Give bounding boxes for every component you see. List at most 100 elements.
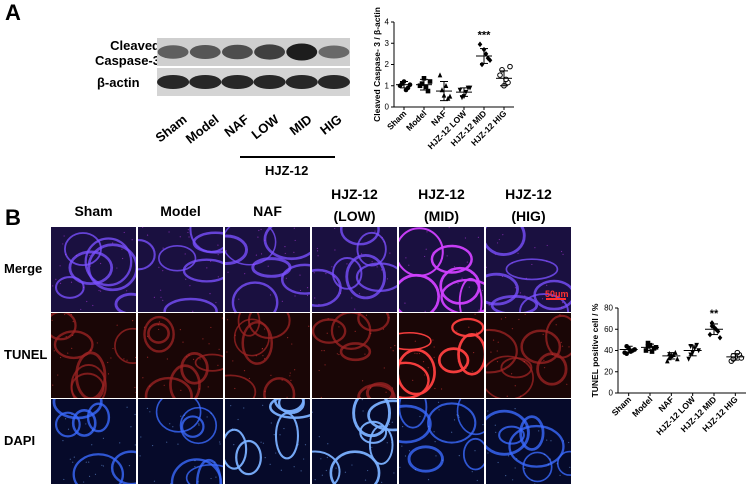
cleaved-label-line1: Cleaved [110,38,160,53]
cleaved-band-background [157,38,350,66]
actin-band-hig [317,75,350,89]
micrograph-tunel [399,313,484,398]
y-axis-label: Cleaved Caspase- 3 / β-actin [372,7,382,122]
row-label-merge: Merge [4,261,43,276]
y-tick-label: 80 [604,304,613,313]
cleaved-band-mid [286,43,318,61]
hjz12-bracket-line [240,156,335,158]
micrograph-tunel [225,313,310,398]
actin-band-model [189,75,222,89]
micrograph-dapi [51,399,136,484]
cleaved-band-model [189,45,221,59]
y-axis-label: TUNEL positive cell / % [590,303,600,397]
cleaved-label-line2: Caspase-3 [94,53,160,68]
y-tick-label: 3 [385,39,390,48]
y-tick-label: 4 [385,18,390,27]
cleaved-caspase-label: Cleaved Caspase-3 [80,38,160,68]
y-tick-label: 0 [609,389,614,398]
data-point [447,93,453,99]
micrograph-merge [138,227,223,312]
data-point [645,340,651,346]
micrograph-merge [51,227,136,312]
significance-marker: ** [710,308,719,320]
micrograph-tunel [138,313,223,398]
data-point [665,358,670,364]
data-point [425,88,431,94]
cleaved-band-sham [157,45,189,59]
column-header-line1: HJZ-12 [418,186,465,202]
data-point [437,72,443,78]
column-header-line2: (LOW) [333,208,376,224]
lane-label-sham: Sham [152,111,190,146]
column-header: Model [133,200,228,222]
data-point [487,57,493,64]
data-point [497,72,503,78]
data-point [507,63,513,70]
series-hjz-12-low [686,342,701,362]
actin-band-sham [157,75,190,89]
chart-b: 0 20 40 60 80 TUNEL positive cell / % ShamMode… [590,303,746,437]
data-point [667,350,672,356]
y-tick-label: 1 [385,81,390,90]
micrograph-dapi [138,399,223,484]
hjz12-group-label: HJZ-12 [265,163,309,178]
data-point [645,343,651,349]
y-tick-label: 60 [604,325,613,334]
y-tick-label: 20 [604,367,613,376]
column-header: NAF [220,200,315,222]
data-point [421,76,427,81]
actin-label: β-actin [97,75,140,90]
data-point [692,346,697,352]
cleaved-band-naf [221,44,253,60]
data-point [467,85,473,91]
data-point [686,356,691,362]
data-point [427,79,433,84]
data-point [423,84,429,90]
column-header: Sham [46,200,141,222]
row-label-tunel: TUNEL [4,347,48,362]
micrograph-merge [399,227,484,312]
column-header: HJZ-12 (MID) [394,183,489,227]
micrograph-tunel [312,313,397,398]
significance-marker: *** [478,29,492,41]
data-point [675,356,680,362]
series-hjz-12-mid [707,320,723,341]
data-point [717,334,723,341]
micrograph-merge [225,227,310,312]
micrograph-dapi [399,399,484,484]
micrograph-dapi [225,399,310,484]
column-header: HJZ-12 (LOW) [307,183,402,227]
actin-band-mid [285,75,318,89]
column-header: HJZ-12 (HIG) [481,183,576,227]
data-point [483,51,489,57]
y-tick-label: 2 [385,60,390,69]
actin-band-naf [221,75,254,89]
series-naf [665,349,680,364]
x-category-label: Sham [610,394,634,418]
data-point [403,87,409,93]
micrograph-dapi [312,399,397,484]
series-hjz-12-hig [497,63,513,89]
series-model [417,76,433,94]
cleaved-band-low [254,44,286,60]
micrograph-merge [486,227,571,312]
series-naf [437,72,453,101]
micrograph-tunel [51,313,136,398]
data-point [649,349,655,354]
data-point [443,82,449,89]
micrograph-merge [312,227,397,312]
western-blot [157,38,350,96]
column-header-line1: Model [160,203,201,219]
row-label-dapi: DAPI [4,433,36,448]
data-point [738,355,745,361]
micrograph-dapi [486,399,571,484]
column-header-line1: HJZ-12 [505,186,552,202]
cleaved-band-hig [318,45,350,59]
scale-bar-label: 50μm [545,289,569,299]
panel-b-letter: B [5,205,21,230]
column-header-line1: HJZ-12 [331,186,378,202]
data-point [419,81,425,86]
column-header-line2: (MID) [424,208,459,224]
column-header-line1: NAF [253,203,282,219]
